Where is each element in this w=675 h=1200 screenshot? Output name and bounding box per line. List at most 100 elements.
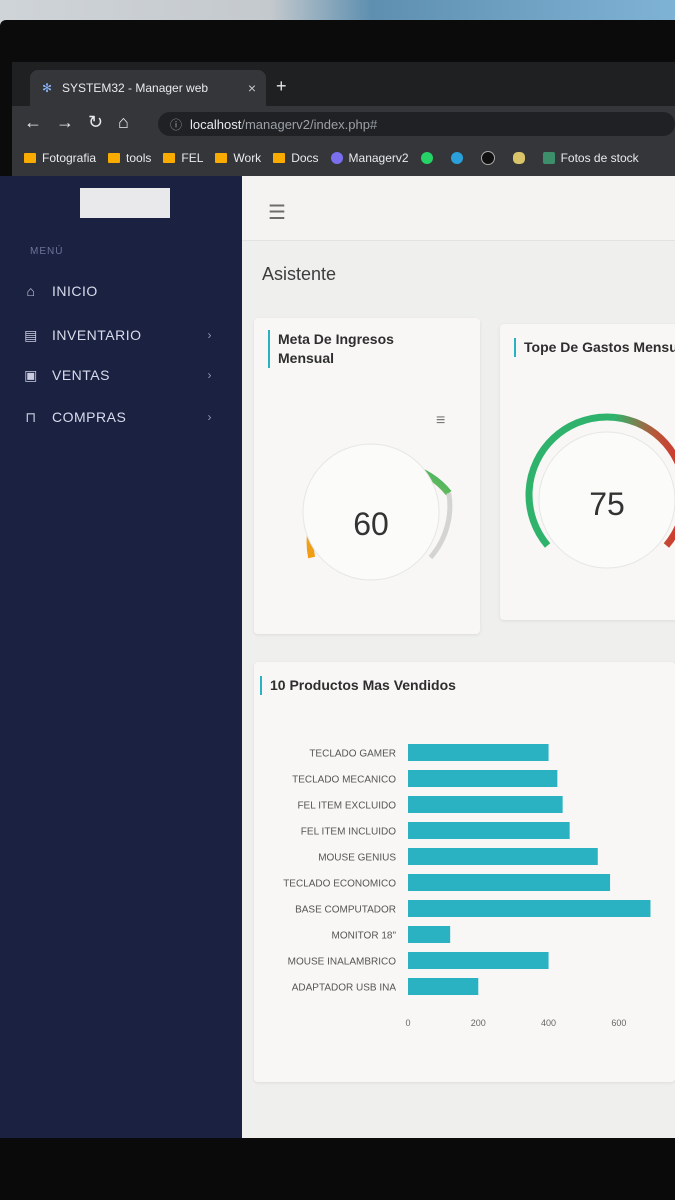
bookmark-extra[interactable] — [512, 152, 531, 164]
new-tab-button[interactable]: + — [276, 76, 287, 96]
managerv2-icon — [330, 152, 343, 164]
bookmark-fel[interactable]: FEL — [163, 151, 203, 165]
bar[interactable] — [408, 744, 549, 761]
folder-icon — [24, 153, 36, 163]
category-label: MONITOR 18" — [332, 931, 397, 942]
sidebar-item-label: COMPRAS — [52, 409, 127, 425]
bag-icon: ⊓ — [25, 409, 37, 425]
gauge-gastos — [525, 413, 675, 569]
chevron-right-icon: › — [207, 368, 212, 382]
sidebar: MENÚ ⌂ INICIO ▤ INVENTARIO › ▣ VENTAS › … — [0, 176, 242, 1138]
bookmark-docs[interactable]: Docs — [273, 151, 319, 165]
home-icon: ⌂ — [26, 283, 36, 299]
bookmark-tiktok[interactable] — [480, 151, 501, 165]
gauge-value: 60 — [353, 506, 389, 542]
archive-icon: ▤ — [24, 327, 38, 343]
url-path: /managerv2/index.php# — [241, 116, 378, 132]
x-tick-label: 200 — [471, 1018, 486, 1028]
category-label: TECLADO MECANICO — [292, 775, 396, 786]
bookmark-fotografia[interactable]: Fotografia — [24, 151, 96, 165]
sidebar-item-compras[interactable]: ⊓ COMPRAS › — [22, 402, 222, 432]
gauge-value: 75 — [589, 486, 625, 522]
category-label: FEL ITEM INCLUIDO — [301, 827, 396, 838]
top-navbar: ☰ — [242, 176, 675, 241]
bookmark-tools[interactable]: tools — [108, 151, 151, 165]
category-label: MOUSE INALAMBRICO — [288, 957, 397, 968]
card-title: Meta De Ingresos Mensual — [268, 330, 394, 368]
category-label: TECLADO GAMER — [309, 749, 396, 760]
site-info-icon[interactable]: ⓘ — [170, 117, 183, 132]
bookmark-fotos-de-stock[interactable]: Fotos de stock — [542, 151, 639, 165]
close-tab-icon[interactable]: × — [247, 80, 256, 96]
sidebar-item-inventario[interactable]: ▤ INVENTARIO › — [22, 320, 222, 350]
x-tick-label: 600 — [611, 1018, 626, 1028]
chart-menu-icon[interactable]: ≡ — [436, 412, 446, 429]
top-products-chart: TECLADO GAMER TECLADO MECANICO FEL ITEM EX… — [283, 744, 651, 1028]
sidebar-item-inicio[interactable]: ⌂ INICIO — [22, 276, 222, 306]
x-tick-label: 400 — [541, 1018, 556, 1028]
gauge-value-arc — [525, 413, 675, 548]
folder-icon — [163, 153, 176, 163]
gauge-face — [538, 431, 675, 569]
address-toolbar: ← → ↻ ⌂ ⓘ localhost /managerv2/index.php… — [12, 106, 675, 140]
url-host: localhost — [190, 116, 242, 132]
home-icon[interactable]: ⌂ — [118, 112, 129, 132]
bar[interactable] — [408, 952, 549, 969]
sidebar-item-ventas[interactable]: ▣ VENTAS › — [22, 360, 222, 390]
bookmark-whatsapp[interactable] — [420, 152, 439, 164]
page-title: Asistente — [262, 264, 337, 284]
desk-area — [0, 1140, 675, 1200]
category-label: TECLADO ECONOMICO — [283, 879, 396, 890]
bar[interactable] — [408, 900, 651, 917]
gauge-ingresos — [302, 443, 453, 581]
whatsapp-icon — [420, 152, 433, 164]
category-label: FEL ITEM EXCLUIDO — [297, 801, 396, 812]
bar[interactable] — [408, 770, 558, 787]
category-label: ADAPTADOR USB INA — [292, 983, 397, 994]
bookmark-telegram[interactable] — [450, 152, 469, 164]
gauge-card-ingresos: Meta De Ingresos Mensual ≡ 60 — [254, 318, 480, 634]
gauge-track-arc — [428, 492, 453, 560]
card-title: Tope De Gastos Mensu — [514, 338, 675, 357]
browser-tab[interactable]: ✻ SYSTEM32 - Manager web × — [30, 70, 266, 106]
stock-photos-icon — [542, 152, 555, 164]
folder-icon — [108, 153, 121, 163]
telegram-icon — [450, 152, 463, 164]
bar[interactable] — [408, 926, 451, 943]
bar[interactable] — [408, 796, 563, 813]
site-favicon-icon: ✻ — [42, 81, 53, 95]
category-label: MOUSE GENIUS — [318, 853, 396, 864]
folder-icon — [273, 153, 286, 163]
bar[interactable] — [408, 848, 598, 865]
hamburger-menu-icon[interactable]: ☰ — [268, 202, 286, 224]
tiktok-icon — [480, 151, 495, 165]
chevron-right-icon: › — [207, 410, 212, 424]
gauge-face — [302, 443, 440, 581]
top-products-card: 10 Productos Mas Vendidos TECLADO GAMER T… — [254, 662, 675, 1082]
menu-header: MENÚ — [30, 246, 64, 257]
sidebar-item-label: INVENTARIO — [52, 327, 142, 343]
app-logo — [80, 188, 170, 218]
bookmarks-bar: Fotografia tools FEL Work Docs Managerv2… — [12, 140, 675, 177]
folder-icon — [215, 153, 228, 163]
bar[interactable] — [408, 978, 479, 995]
reload-icon[interactable]: ↻ — [88, 112, 104, 132]
forward-icon[interactable]: → — [56, 112, 74, 132]
back-icon[interactable]: ← — [24, 112, 42, 132]
bar[interactable] — [408, 874, 611, 891]
cash-icon: ▣ — [24, 367, 38, 383]
url-field[interactable]: ⓘ localhost /managerv2/index.php# — [158, 112, 675, 136]
sidebar-item-label: INICIO — [52, 283, 98, 299]
tab-title: SYSTEM32 - Manager web — [62, 81, 209, 95]
browser-tab-strip: ✻ SYSTEM32 - Manager web × + — [12, 62, 675, 106]
bar[interactable] — [408, 822, 570, 839]
main-content: ☰ Asistente Meta De Ingresos Mensual ≡ 6… — [242, 176, 675, 1138]
bookmark-managerv2[interactable]: Managerv2 — [330, 151, 409, 165]
card-title: 10 Productos Mas Vendidos — [260, 676, 456, 695]
chevron-right-icon: › — [207, 328, 212, 342]
sidebar-item-label: VENTAS — [52, 367, 110, 383]
coin-icon — [512, 152, 525, 164]
gauge-card-gastos: Tope De Gastos Mensu 75 — [500, 324, 675, 620]
x-tick-label: 0 — [405, 1018, 410, 1028]
bookmark-work[interactable]: Work — [215, 151, 261, 165]
